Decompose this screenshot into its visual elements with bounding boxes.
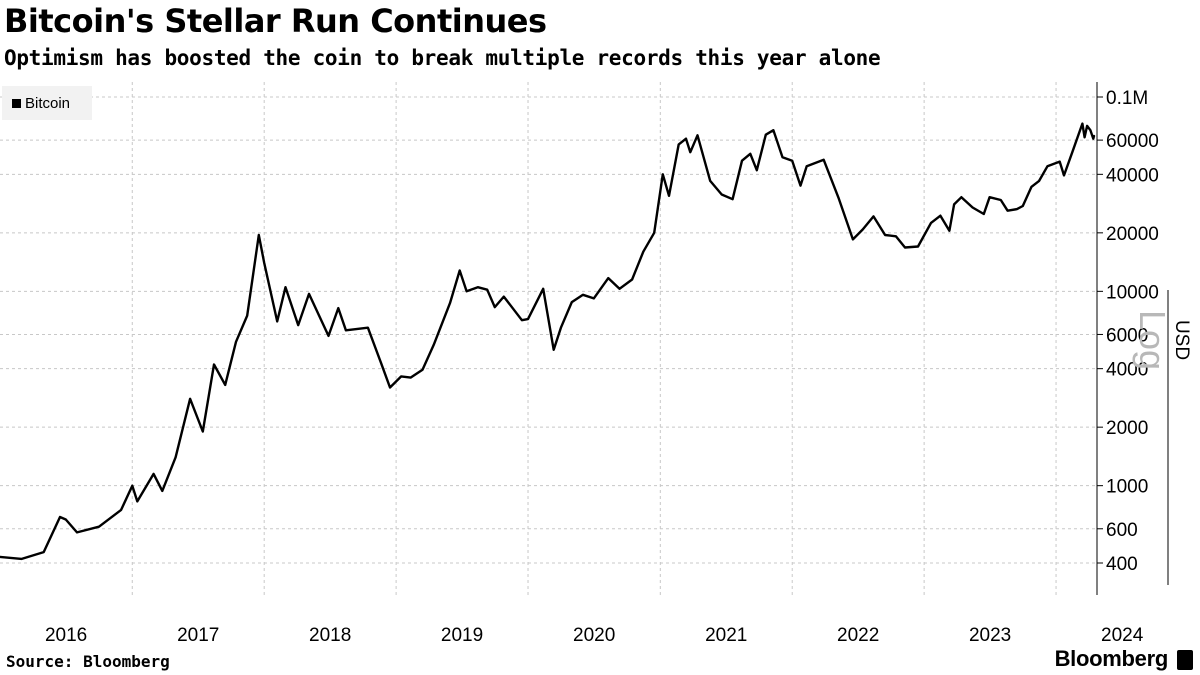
y-tick-label: 20000 — [1106, 224, 1159, 245]
plot-area — [0, 122, 1096, 561]
y-tick-label: 10000 — [1106, 282, 1159, 303]
x-tick-label: 2019 — [441, 625, 483, 646]
y-tick-label: 6000 — [1106, 325, 1148, 346]
x-tick-label: 2023 — [969, 625, 1011, 646]
x-tick-label: 2020 — [573, 625, 615, 646]
chart-grid — [0, 82, 1097, 595]
legend-label-bitcoin: Bitcoin — [25, 94, 71, 112]
source-note: Source: Bloomberg — [6, 652, 170, 671]
chart-subtitle: Optimism has boosted the coin to break m… — [4, 46, 881, 70]
y-axis-unit-label: USD — [1171, 320, 1192, 360]
x-tick-label: 2018 — [309, 625, 351, 646]
x-tick-label: 2024 — [1101, 625, 1144, 646]
x-tick-label: 2017 — [177, 625, 219, 646]
chart-axes: 0.1M 60000 40000 20000 10000 6000 4000 2000 1000… — [45, 82, 1192, 646]
y-tick-label: 600 — [1106, 520, 1138, 541]
y-tick-label: 60000 — [1106, 131, 1159, 152]
chart-title: Bitcoin's Stellar Run Continues — [4, 2, 547, 40]
y-tick-label: 40000 — [1106, 165, 1159, 186]
x-tick-label: 2022 — [837, 625, 879, 646]
log-scale-label: Log — [1132, 310, 1173, 370]
y-tick-label: 0.1M — [1106, 88, 1148, 109]
y-tick-label: 400 — [1106, 554, 1138, 575]
x-tick-label: 2021 — [705, 625, 747, 646]
series-line-bitcoin — [0, 122, 1096, 561]
bloomberg-badge-icon — [1177, 650, 1193, 670]
brand-logo-text: Bloomberg — [1054, 646, 1169, 671]
y-tick-label: 2000 — [1106, 418, 1148, 439]
x-tick-label: 2016 — [45, 625, 87, 646]
y-tick-label: 1000 — [1106, 477, 1148, 498]
y-tick-label: 4000 — [1106, 360, 1148, 381]
chart-legend: Bitcoin — [2, 86, 92, 120]
legend-swatch-bitcoin — [12, 98, 21, 108]
